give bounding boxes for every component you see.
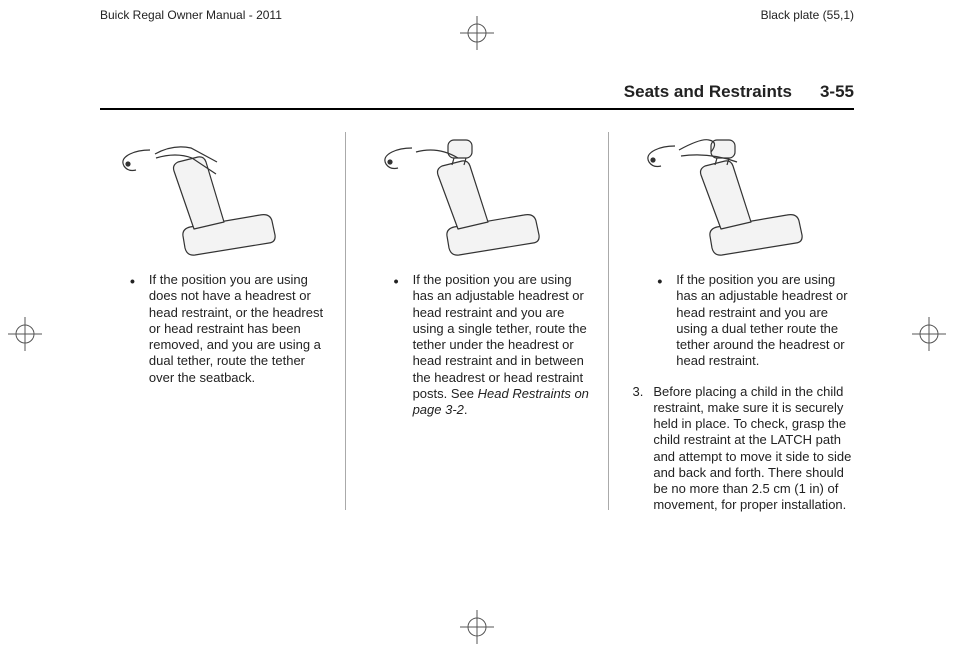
- column-divider: [608, 132, 609, 510]
- bullet-item: • If the position you are using has an a…: [364, 272, 591, 418]
- numbered-step: 3. Before placing a child in the child r…: [627, 384, 854, 514]
- bullet-text: If the position you are using does not h…: [149, 272, 327, 386]
- bullet-item: • If the position you are using has an a…: [627, 272, 854, 370]
- bullet-text-suffix: .: [464, 402, 468, 417]
- step-text: Before placing a child in the child rest…: [653, 384, 854, 514]
- bullet-text: If the position you are using has an adj…: [413, 272, 591, 418]
- seat-single-tether-under-headrest-icon: [364, 132, 574, 262]
- column-3: • If the position you are using has an a…: [627, 128, 854, 514]
- bullet-item: • If the position you are using does not…: [100, 272, 327, 386]
- bullet-text-main: If the position you are using has an adj…: [413, 272, 587, 401]
- section-title: Seats and Restraints: [624, 82, 792, 102]
- bullet-dot-icon: •: [394, 272, 399, 418]
- section-heading-row: Seats and Restraints 3-55: [624, 82, 854, 102]
- heading-rule: [100, 108, 854, 110]
- column-1: • If the position you are using does not…: [100, 128, 327, 514]
- bullet-dot-icon: •: [657, 272, 662, 370]
- page-number: 3-55: [820, 82, 854, 102]
- body-columns: • If the position you are using does not…: [100, 128, 854, 514]
- registration-mark-right-icon: [912, 317, 946, 351]
- manual-header-left: Buick Regal Owner Manual - 2011: [100, 8, 282, 22]
- registration-mark-top-icon: [460, 16, 494, 50]
- bullet-dot-icon: •: [130, 272, 135, 386]
- registration-mark-left-icon: [8, 317, 42, 351]
- column-divider: [345, 132, 346, 510]
- column-2: • If the position you are using has an a…: [364, 128, 591, 514]
- registration-mark-bottom-icon: [460, 610, 494, 644]
- step-number: 3.: [627, 384, 643, 514]
- seat-dual-tether-no-headrest-icon: [100, 132, 310, 262]
- manual-header-right: Black plate (55,1): [761, 8, 854, 22]
- bullet-text: If the position you are using has an adj…: [676, 272, 854, 370]
- seat-dual-tether-around-headrest-icon: [627, 132, 837, 262]
